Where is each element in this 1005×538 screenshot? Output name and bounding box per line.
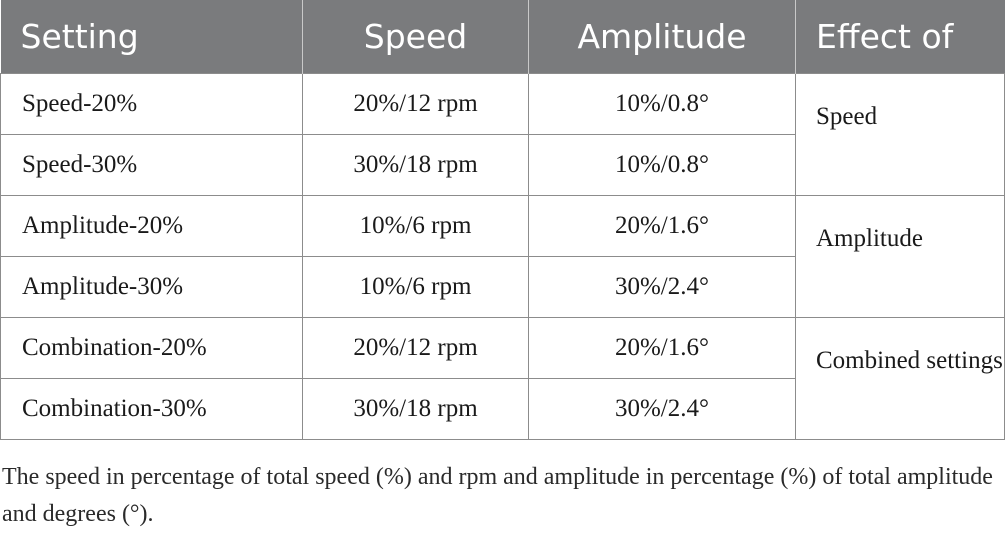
cell-speed: 10%/6 rpm bbox=[302, 255, 529, 318]
cell-effect: Amplitude bbox=[795, 194, 1005, 318]
cell-setting: Combination-20% bbox=[0, 316, 303, 379]
header-speed: Speed bbox=[302, 0, 529, 73]
cell-amplitude: 20%/1.6° bbox=[528, 316, 796, 379]
header-row: Setting Speed Amplitude Effect of bbox=[0, 0, 1005, 73]
cell-setting: Speed-20% bbox=[0, 72, 303, 135]
cell-speed: 20%/12 rpm bbox=[302, 316, 529, 379]
header-setting: Setting bbox=[0, 0, 303, 73]
cell-amplitude: 30%/2.4° bbox=[528, 377, 796, 440]
cell-speed: 10%/6 rpm bbox=[302, 194, 529, 257]
table-row: Combination-20% 20%/12 rpm 20%/1.6° Comb… bbox=[0, 316, 1005, 440]
cell-amplitude: 20%/1.6° bbox=[528, 194, 796, 257]
table-row: Speed-20% 20%/12 rpm 10%/0.8° Speed bbox=[0, 72, 1005, 196]
header-amplitude: Amplitude bbox=[528, 0, 796, 73]
cell-amplitude: 30%/2.4° bbox=[528, 255, 796, 318]
cell-setting: Speed-30% bbox=[0, 133, 303, 196]
table-row: Combination-30% 30%/18 rpm 30%/2.4° bbox=[0, 377, 1005, 440]
cell-setting: Amplitude-20% bbox=[0, 194, 303, 257]
cell-speed: 20%/12 rpm bbox=[302, 72, 529, 135]
cell-effect: Combined settings bbox=[795, 316, 1005, 440]
cell-speed: 30%/18 rpm bbox=[302, 377, 529, 440]
cell-setting: Amplitude-30% bbox=[0, 255, 303, 318]
cell-setting: Combination-30% bbox=[0, 377, 303, 440]
cell-speed: 30%/18 rpm bbox=[302, 133, 529, 196]
settings-table: Setting Speed Amplitude Effect of Speed-… bbox=[0, 0, 1005, 440]
header-effect-of: Effect of bbox=[795, 0, 1005, 73]
cell-amplitude: 10%/0.8° bbox=[528, 133, 796, 196]
table-footnote: The speed in percentage of total speed (… bbox=[2, 464, 993, 527]
table-row: Speed-30% 30%/18 rpm 10%/0.8° bbox=[0, 133, 1005, 196]
table-body: Speed-20% 20%/12 rpm 10%/0.8° Speed Spee… bbox=[0, 72, 1005, 440]
cell-amplitude: 10%/0.8° bbox=[528, 72, 796, 135]
table-row: Amplitude-20% 10%/6 rpm 20%/1.6° Amplitu… bbox=[0, 194, 1005, 318]
cell-effect: Speed bbox=[795, 72, 1005, 196]
table-header: Setting Speed Amplitude Effect of bbox=[0, 0, 1005, 73]
